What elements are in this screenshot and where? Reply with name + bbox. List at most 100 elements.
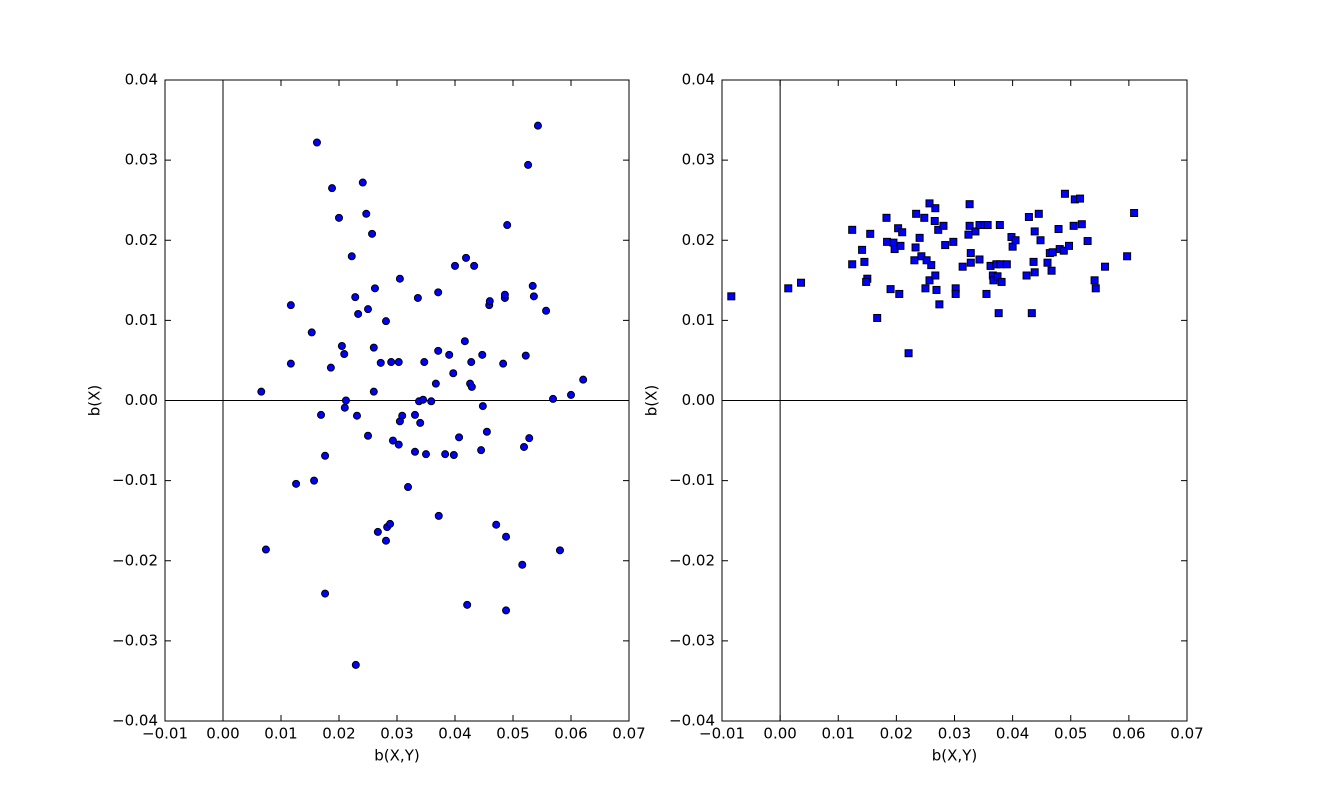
x-tick-label: −0.01 xyxy=(699,725,745,743)
point xyxy=(873,313,882,322)
point xyxy=(449,450,458,459)
point xyxy=(528,281,537,290)
point xyxy=(848,225,857,234)
point xyxy=(866,229,875,238)
y-tick-label: −0.04 xyxy=(112,712,158,730)
point xyxy=(920,213,929,222)
point xyxy=(358,178,367,187)
x-tick-label: 0.06 xyxy=(1112,725,1145,743)
point xyxy=(321,589,330,598)
point xyxy=(368,229,377,238)
point xyxy=(1059,246,1068,255)
point xyxy=(431,379,440,388)
y-tick-label: −0.03 xyxy=(112,631,158,649)
point xyxy=(317,410,326,419)
point xyxy=(1029,257,1038,266)
point xyxy=(441,450,450,459)
point xyxy=(1030,227,1039,236)
point xyxy=(478,350,487,359)
point xyxy=(1060,189,1069,198)
point xyxy=(1101,262,1110,271)
point xyxy=(941,241,950,250)
point xyxy=(915,233,924,242)
point xyxy=(352,411,361,420)
y-tick-label: −0.02 xyxy=(112,551,158,569)
point xyxy=(362,209,371,218)
point xyxy=(521,351,530,360)
point xyxy=(369,387,378,396)
point xyxy=(388,436,397,445)
point xyxy=(492,520,501,529)
point xyxy=(369,343,378,352)
point xyxy=(525,434,534,443)
point xyxy=(386,519,395,528)
y-tick-label: −0.03 xyxy=(669,631,715,649)
point xyxy=(1024,213,1033,222)
point xyxy=(1065,241,1074,250)
point xyxy=(307,328,316,337)
y-tick-label: 0.00 xyxy=(682,391,715,409)
point xyxy=(997,277,1006,286)
point xyxy=(286,301,295,310)
y-tick-label: 0.03 xyxy=(682,151,715,169)
point xyxy=(451,261,459,270)
point xyxy=(364,305,372,314)
x-axis-label: b(X,Y) xyxy=(932,747,977,765)
y-tick-label: 0.01 xyxy=(682,311,715,329)
point xyxy=(502,606,511,615)
x-tick-label: 0.07 xyxy=(1170,725,1203,743)
point xyxy=(1077,220,1086,229)
point xyxy=(460,337,469,346)
point xyxy=(419,395,428,404)
point xyxy=(376,358,385,367)
point xyxy=(727,292,736,301)
point xyxy=(994,309,1003,318)
point xyxy=(931,271,940,280)
y-axis-label: b(X) xyxy=(643,385,661,417)
point xyxy=(524,160,533,169)
point xyxy=(784,284,793,293)
point xyxy=(340,403,349,412)
point xyxy=(966,249,975,258)
point xyxy=(930,217,939,226)
point xyxy=(932,285,941,294)
point xyxy=(958,262,967,271)
point xyxy=(1123,252,1132,261)
point xyxy=(1011,236,1020,245)
point xyxy=(982,289,991,298)
y-tick-label: 0.01 xyxy=(125,311,158,329)
point xyxy=(993,272,1002,281)
point xyxy=(478,402,487,411)
point xyxy=(335,213,343,222)
point xyxy=(1002,260,1011,269)
y-tick-label: −0.01 xyxy=(112,471,158,489)
plot-frame xyxy=(164,79,630,722)
point xyxy=(394,358,403,367)
point xyxy=(482,427,491,436)
x-tick-label: 0.07 xyxy=(612,725,645,743)
point xyxy=(983,221,992,230)
point xyxy=(381,317,390,326)
point xyxy=(1027,309,1036,318)
point xyxy=(518,560,527,569)
y-tick-label: 0.03 xyxy=(125,151,158,169)
point xyxy=(904,349,913,358)
point xyxy=(351,660,360,669)
point xyxy=(925,199,934,208)
x-tick-label: 0.06 xyxy=(554,725,587,743)
point xyxy=(1091,284,1100,293)
point xyxy=(499,359,508,368)
point xyxy=(911,243,920,252)
point xyxy=(321,451,330,460)
y-tick-label: −0.02 xyxy=(669,551,715,569)
point xyxy=(1048,248,1057,257)
point xyxy=(935,300,944,309)
y-axis-label: b(X) xyxy=(86,385,104,417)
point xyxy=(860,257,869,266)
point xyxy=(917,252,926,261)
point xyxy=(470,261,479,270)
point xyxy=(797,278,806,287)
point xyxy=(895,289,904,298)
point xyxy=(1083,237,1092,246)
point xyxy=(949,237,958,246)
